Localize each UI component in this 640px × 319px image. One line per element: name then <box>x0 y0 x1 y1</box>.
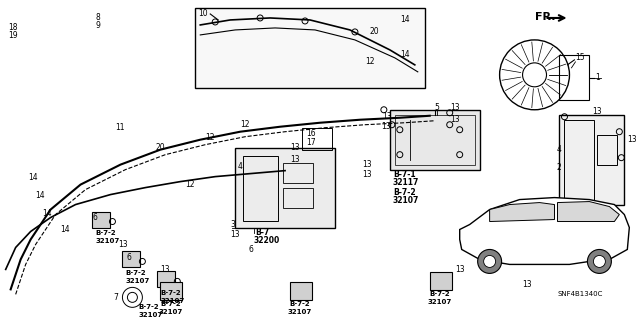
Text: 12: 12 <box>186 180 195 189</box>
Text: 14: 14 <box>61 225 70 234</box>
Text: 19: 19 <box>9 32 19 41</box>
Text: 15: 15 <box>575 53 585 63</box>
Text: 13: 13 <box>362 170 372 179</box>
Text: B-7: B-7 <box>255 228 269 237</box>
Text: 17: 17 <box>306 138 316 147</box>
Text: 13: 13 <box>523 280 532 289</box>
Circle shape <box>484 256 495 267</box>
Text: 12: 12 <box>365 57 374 66</box>
Circle shape <box>588 249 611 273</box>
Bar <box>93 211 111 227</box>
Text: 32200: 32200 <box>253 236 280 245</box>
Text: 8: 8 <box>95 13 100 22</box>
Text: B-7-2: B-7-2 <box>160 301 180 307</box>
Text: 13: 13 <box>627 135 637 144</box>
Bar <box>559 115 625 204</box>
Text: 6: 6 <box>93 213 97 222</box>
Text: 20: 20 <box>370 27 380 36</box>
Text: 14: 14 <box>400 50 410 59</box>
Text: 32107: 32107 <box>158 309 182 315</box>
Text: 13: 13 <box>593 107 602 116</box>
Bar <box>235 148 335 227</box>
Text: 3: 3 <box>230 220 235 229</box>
Text: 18: 18 <box>9 23 18 33</box>
Text: 14: 14 <box>43 209 52 218</box>
Text: SNF4B1340C: SNF4B1340C <box>557 291 603 297</box>
Text: B-7-2: B-7-2 <box>161 290 181 296</box>
Bar <box>283 188 313 208</box>
Text: 32117: 32117 <box>393 178 419 187</box>
Text: 11: 11 <box>115 123 125 132</box>
Bar <box>290 282 312 300</box>
Bar <box>390 110 479 170</box>
Bar <box>161 282 182 300</box>
Text: 1: 1 <box>595 73 600 82</box>
Text: 6: 6 <box>127 253 131 262</box>
Text: 13: 13 <box>362 160 372 169</box>
Text: B-7-2: B-7-2 <box>95 231 116 236</box>
Text: FR.: FR. <box>534 12 555 22</box>
Bar <box>122 251 140 267</box>
Text: 6: 6 <box>248 245 253 254</box>
Bar <box>564 120 595 200</box>
Text: 10: 10 <box>198 10 208 19</box>
Text: B-7-2: B-7-2 <box>429 291 450 297</box>
Text: 32107: 32107 <box>95 239 120 244</box>
Text: 9: 9 <box>95 21 100 30</box>
Text: B-7-2: B-7-2 <box>138 304 159 310</box>
Text: 32107: 32107 <box>161 298 184 304</box>
Text: 14: 14 <box>400 15 410 25</box>
Text: 13: 13 <box>290 143 300 152</box>
Text: 2: 2 <box>557 163 561 172</box>
Text: 12: 12 <box>240 120 250 129</box>
Bar <box>395 115 475 165</box>
Text: B-7: B-7 <box>570 205 584 214</box>
Bar <box>430 272 452 290</box>
Polygon shape <box>557 202 620 221</box>
Text: B-7-1: B-7-1 <box>393 170 415 179</box>
Text: 12: 12 <box>205 133 215 142</box>
Text: 32107: 32107 <box>138 312 163 318</box>
Text: 4: 4 <box>557 145 561 154</box>
Text: 14: 14 <box>36 191 45 200</box>
Bar <box>283 163 313 182</box>
Bar <box>195 8 425 88</box>
Text: 13: 13 <box>290 155 300 164</box>
Text: 14: 14 <box>29 173 38 182</box>
Text: 32107: 32107 <box>393 196 419 205</box>
Circle shape <box>477 249 502 273</box>
Text: 13: 13 <box>454 265 465 274</box>
Text: 13: 13 <box>450 115 460 124</box>
Text: 13: 13 <box>161 265 170 274</box>
Bar <box>559 55 589 100</box>
Bar <box>302 128 332 150</box>
Text: B-7-2: B-7-2 <box>393 188 415 197</box>
Text: 20: 20 <box>156 143 165 152</box>
Text: 13: 13 <box>118 240 128 249</box>
Text: 13: 13 <box>450 103 460 112</box>
Bar <box>597 135 618 165</box>
Text: 7: 7 <box>113 293 118 302</box>
Text: 32107: 32107 <box>125 278 150 285</box>
Bar <box>243 156 278 220</box>
Text: 16: 16 <box>306 129 316 138</box>
Text: 32107: 32107 <box>288 309 312 315</box>
Text: 13: 13 <box>382 112 392 121</box>
Text: 32107: 32107 <box>428 299 452 305</box>
Text: B-7-2: B-7-2 <box>290 301 310 307</box>
Text: B-7-2: B-7-2 <box>125 271 146 276</box>
Text: 13: 13 <box>230 230 240 239</box>
Text: 4: 4 <box>237 162 242 171</box>
Text: 32200: 32200 <box>570 213 596 222</box>
Bar <box>157 271 175 287</box>
Text: 5: 5 <box>435 103 440 112</box>
Text: 13: 13 <box>381 122 390 131</box>
Polygon shape <box>490 203 554 221</box>
Polygon shape <box>460 197 629 264</box>
Circle shape <box>593 256 605 267</box>
